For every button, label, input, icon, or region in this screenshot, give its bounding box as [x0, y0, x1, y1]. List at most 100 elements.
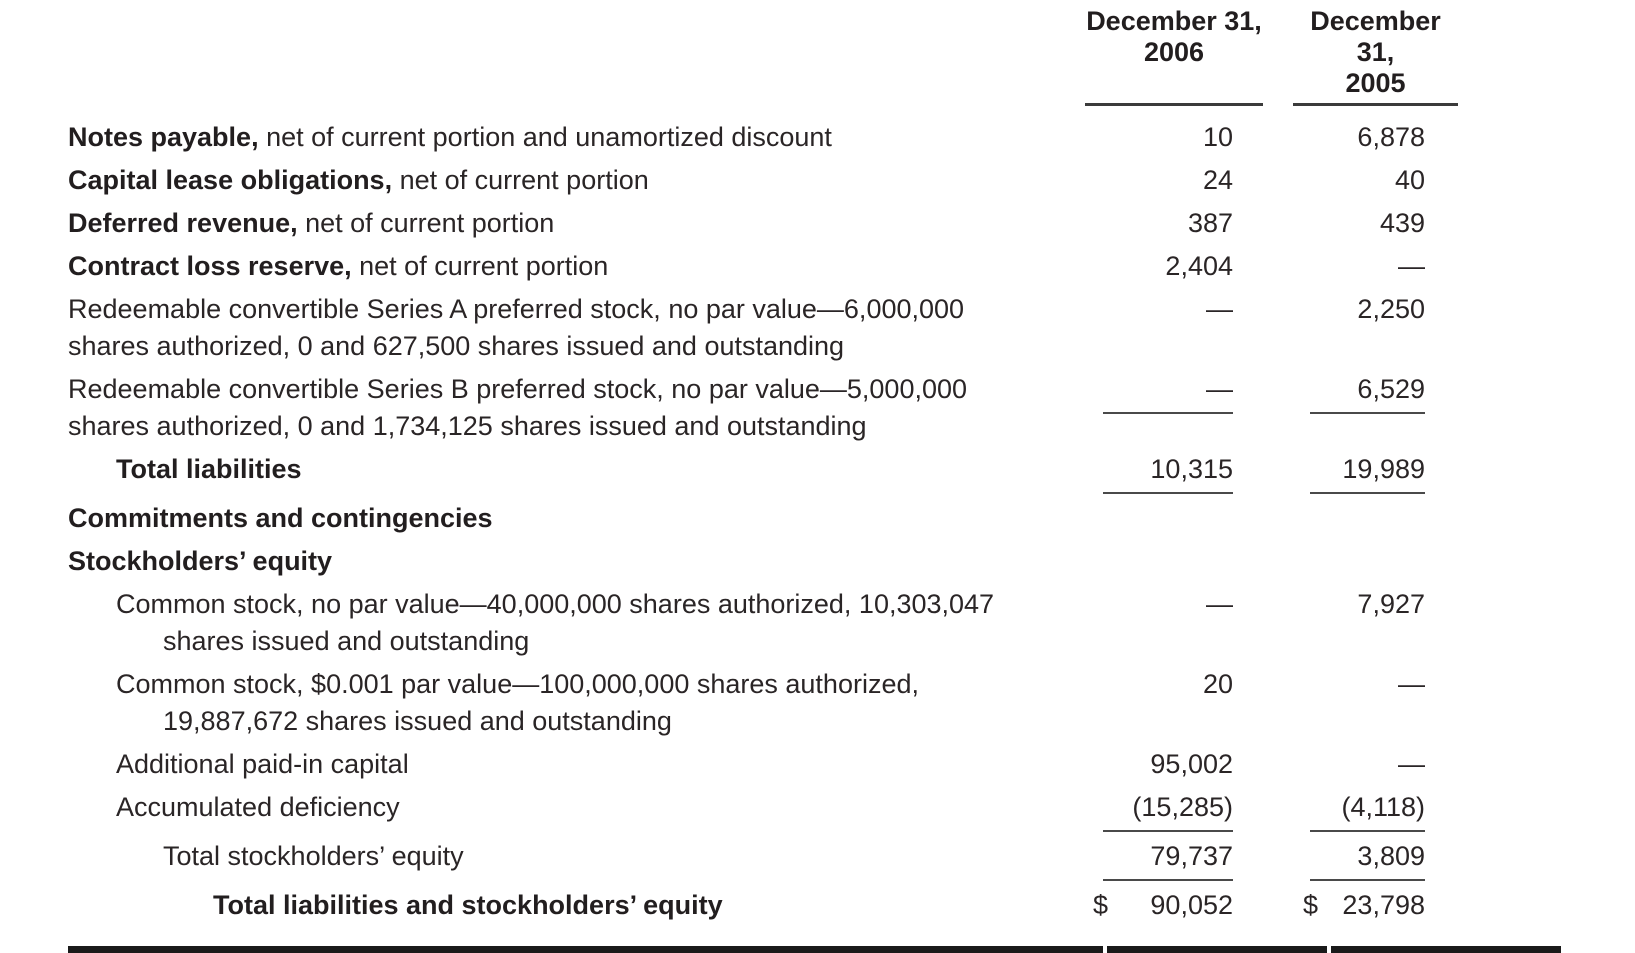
- row-label: Total stockholders’ equity: [163, 841, 464, 871]
- row-label: Capital lease obligations, net of curren…: [68, 165, 649, 195]
- amount: —: [1398, 251, 1425, 281]
- table-row: Additional paid-in capital 95,002 —: [68, 746, 1635, 783]
- column-header-2005: December 31, 2005: [1293, 6, 1458, 106]
- amount: 6,529: [1310, 371, 1425, 414]
- value-2005: (4,118): [1265, 789, 1460, 832]
- amount: 40: [1394, 165, 1425, 195]
- amount: $90,052: [1093, 887, 1233, 924]
- row-label-bold-prefix: Contract loss reserve,: [68, 251, 352, 281]
- amount: 10: [1202, 122, 1233, 152]
- value-2006: 10,315: [1030, 451, 1265, 494]
- amount: 10,315: [1103, 451, 1233, 494]
- table-body: Notes payable, net of current portion an…: [68, 119, 1635, 924]
- value-2006: —: [1030, 371, 1265, 445]
- amount: (15,285): [1103, 789, 1233, 832]
- row-label: Common stock, no par value—40,000,000 sh…: [116, 589, 995, 656]
- amount: 439: [1379, 208, 1425, 238]
- amount: —: [1398, 669, 1425, 699]
- value-2006: $90,052: [1030, 887, 1265, 924]
- table-row: Contract loss reserve, net of current po…: [68, 248, 1635, 285]
- value-2005: 6,529: [1265, 371, 1460, 445]
- value-2005: $23,798: [1265, 887, 1460, 924]
- row-label: Total liabilities and stockholders’ equi…: [213, 890, 723, 920]
- value-2005: 7,927: [1265, 586, 1460, 660]
- value-2005: [1265, 500, 1460, 537]
- table-row: Common stock, no par value—40,000,000 sh…: [68, 586, 1635, 660]
- amount: 2,250: [1357, 294, 1425, 324]
- table-row: Stockholders’ equity: [68, 543, 1635, 580]
- row-label: Accumulated deficiency: [116, 792, 400, 822]
- value-2005: 6,878: [1265, 119, 1460, 156]
- value-2006: 2,404: [1030, 248, 1265, 285]
- value-2005: 19,989: [1265, 451, 1460, 494]
- value-2006: (15,285): [1030, 789, 1265, 832]
- value-2006: —: [1030, 291, 1265, 365]
- table-row: Common stock, $0.001 par value—100,000,0…: [68, 666, 1635, 740]
- row-label-bold-prefix: Deferred revenue,: [68, 208, 298, 238]
- row-label: Redeemable convertible Series A preferre…: [68, 294, 965, 361]
- column-header-2005-line1: December 31,: [1310, 6, 1441, 67]
- amount: 19,989: [1310, 451, 1425, 494]
- currency-symbol: $: [1303, 890, 1319, 920]
- value-2006: 24: [1030, 162, 1265, 199]
- value-2005: [1265, 543, 1460, 580]
- amount: 20: [1202, 669, 1233, 699]
- table-row: Redeemable convertible Series B preferre…: [68, 371, 1635, 445]
- row-label: Commitments and contingencies: [68, 503, 493, 533]
- value-2005: —: [1265, 746, 1460, 783]
- label-column-header-empty: [68, 6, 1030, 106]
- amount: (4,118): [1310, 789, 1425, 832]
- column-header-2006-line1: December 31,: [1086, 6, 1262, 36]
- table-row: Accumulated deficiency (15,285) (4,118): [68, 789, 1635, 832]
- column-header-2006-line2: 2006: [1143, 37, 1205, 67]
- column-header-2005-line2: 2005: [1345, 68, 1406, 98]
- value-2006: 387: [1030, 205, 1265, 242]
- row-label: Common stock, $0.001 par value—100,000,0…: [116, 669, 919, 736]
- row-label: Deferred revenue, net of current portion: [68, 208, 555, 238]
- row-label: Stockholders’ equity: [68, 546, 333, 576]
- value-2005: 439: [1265, 205, 1460, 242]
- table-row: Deferred revenue, net of current portion…: [68, 205, 1635, 242]
- amount: 3,809: [1310, 838, 1425, 881]
- row-label-bold-prefix: Notes payable,: [68, 122, 259, 152]
- amount: 95,002: [1150, 749, 1233, 779]
- column-header-2006: December 31, 2006: [1085, 6, 1263, 106]
- table-row: Commitments and contingencies: [68, 500, 1635, 537]
- amount: 387: [1187, 208, 1233, 238]
- amount: 24: [1202, 165, 1233, 195]
- value-2006: 95,002: [1030, 746, 1265, 783]
- row-label: Redeemable convertible Series B preferre…: [68, 374, 968, 441]
- table-row: Total liabilities and stockholders’ equi…: [68, 887, 1635, 924]
- value-2006: [1030, 500, 1265, 537]
- value-2006: [1030, 543, 1265, 580]
- value-2005: 40: [1265, 162, 1460, 199]
- amount: 6,878: [1357, 122, 1425, 152]
- amount: 7,927: [1357, 589, 1425, 619]
- amount: $23,798: [1303, 887, 1425, 924]
- value-2006: 20: [1030, 666, 1265, 740]
- amount: —: [1398, 749, 1425, 779]
- amount: —: [1206, 294, 1233, 324]
- row-label-bold-prefix: Capital lease obligations,: [68, 165, 393, 195]
- value-2006: 10: [1030, 119, 1265, 156]
- table-row: Total stockholders’ equity 79,737 3,809: [68, 838, 1635, 881]
- table-row: Redeemable convertible Series A preferre…: [68, 291, 1635, 365]
- bottom-rule-segment: [68, 946, 1103, 953]
- column-header-row: December 31, 2006 December 31, 2005: [68, 6, 1635, 106]
- bottom-rule-segment: [1331, 946, 1561, 953]
- table-row: Notes payable, net of current portion an…: [68, 119, 1635, 156]
- value-2006: 79,737: [1030, 838, 1265, 881]
- amount: 2,404: [1165, 251, 1233, 281]
- row-label: Contract loss reserve, net of current po…: [68, 251, 609, 281]
- value-2005: —: [1265, 248, 1460, 285]
- table-row: Total liabilities 10,315 19,989: [68, 451, 1635, 494]
- table-row: Capital lease obligations, net of curren…: [68, 162, 1635, 199]
- value-2005: 2,250: [1265, 291, 1460, 365]
- row-label: Notes payable, net of current portion an…: [68, 122, 832, 152]
- amount: —: [1206, 589, 1233, 619]
- currency-symbol: $: [1093, 890, 1109, 920]
- row-label: Total liabilities: [116, 454, 302, 484]
- bottom-rule-segment: [1107, 946, 1327, 953]
- value-2005: 3,809: [1265, 838, 1460, 881]
